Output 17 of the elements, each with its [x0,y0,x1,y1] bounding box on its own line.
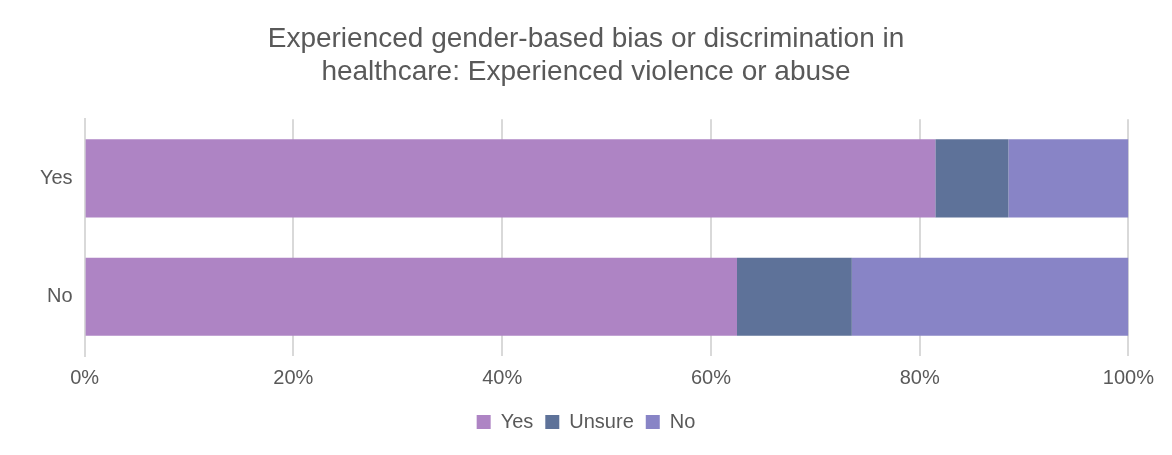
bar [85,139,936,218]
x-tick-label: 20% [273,365,314,388]
legend-label: Yes [500,409,534,432]
text: healthcare: Experienced violence or abuse [321,55,851,87]
legend-label: No [669,409,696,432]
bar [935,139,1009,218]
bar [1008,139,1129,218]
x-tick-label: 0% [70,365,100,388]
legend-label: Unsure [569,409,634,432]
x-tick-label: 100% [1102,365,1155,388]
bar [737,257,852,336]
x-tick-label: 80% [899,365,940,388]
x-tick-label: 60% [690,365,732,388]
bar [85,257,737,336]
bar [851,257,1129,336]
x-tick-label: 40% [482,365,523,388]
text: Experienced gender-based bias or discrimination in [267,21,905,53]
